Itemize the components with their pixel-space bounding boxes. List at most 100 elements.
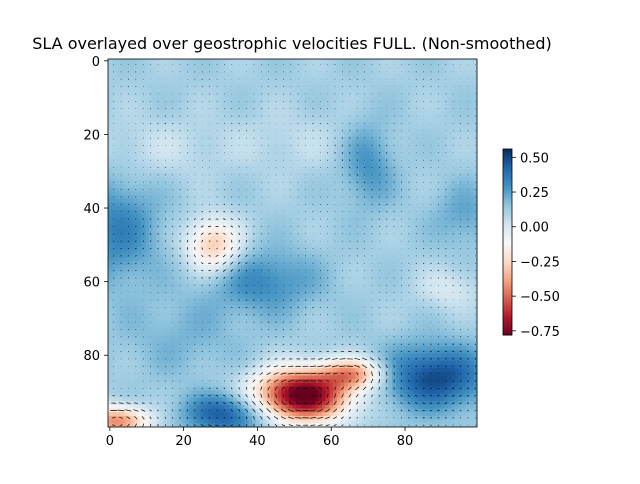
sla-cell <box>266 73 271 78</box>
sla-cell <box>440 228 445 233</box>
sla-cell <box>240 70 245 75</box>
sla-cell <box>322 95 327 100</box>
sla-cell <box>122 88 127 93</box>
sla-cell <box>358 139 364 145</box>
sla-cell <box>281 206 286 211</box>
sla-cell <box>115 239 120 244</box>
sla-cell <box>473 228 478 233</box>
sla-cell <box>144 62 149 67</box>
sla-cell <box>222 169 227 174</box>
sla-cell <box>344 228 349 233</box>
sla-cell <box>266 66 271 71</box>
sla-cell <box>362 206 367 211</box>
sla-cell <box>406 132 411 137</box>
sla-cell <box>259 173 264 178</box>
sla-cell <box>425 88 430 93</box>
sla-cell <box>189 239 194 244</box>
sla-cell <box>155 95 161 100</box>
sla-cell <box>277 110 282 115</box>
sla-cell <box>181 176 186 181</box>
sla-cell <box>403 235 408 240</box>
sla-cell <box>432 59 437 64</box>
sla-cell <box>325 73 330 78</box>
sla-cell <box>355 235 360 240</box>
sla-cell <box>233 81 238 86</box>
sla-cell <box>218 81 223 86</box>
sla-cell <box>137 114 142 119</box>
sla-cell <box>159 106 164 111</box>
sla-cell <box>200 235 205 240</box>
sla-cell <box>454 162 459 167</box>
sla-cell <box>403 114 408 119</box>
sla-cell <box>163 176 168 181</box>
sla-cell <box>262 139 268 145</box>
sla-cell <box>333 191 338 196</box>
sla-cell <box>432 154 437 159</box>
sla-cell <box>358 81 364 86</box>
sla-cell <box>122 220 127 225</box>
sla-cell <box>111 66 116 71</box>
sla-cell <box>215 139 220 145</box>
sla-cell <box>469 176 474 181</box>
sla-cell <box>314 184 319 189</box>
sla-cell <box>336 154 341 159</box>
sla-cell <box>122 70 127 75</box>
sla-cell <box>336 151 341 156</box>
sla-cell <box>462 206 467 211</box>
sla-cell <box>222 220 227 225</box>
sla-cell <box>163 235 168 240</box>
sla-cell <box>447 132 452 137</box>
sla-cell <box>381 103 386 108</box>
sla-cell <box>421 213 426 218</box>
sla-cell <box>307 165 312 170</box>
sla-cell <box>155 147 161 152</box>
sla-cell <box>310 110 316 115</box>
sla-cell <box>421 139 426 145</box>
sla-cell <box>344 224 349 229</box>
sla-cell <box>473 151 478 156</box>
sla-cell <box>262 103 268 108</box>
sla-cell <box>443 88 448 93</box>
sla-cell <box>310 81 316 86</box>
sla-cell <box>237 92 242 97</box>
sla-cell <box>384 206 389 211</box>
sla-cell <box>111 206 116 211</box>
sla-cell <box>211 187 216 192</box>
sla-cell <box>130 220 135 225</box>
sla-cell <box>244 110 249 115</box>
sla-cell <box>369 66 375 71</box>
sla-cell <box>185 147 190 152</box>
sla-cell <box>347 235 352 240</box>
sla-cell <box>462 147 467 152</box>
sla-cell <box>340 191 345 196</box>
sla-cell <box>200 73 205 78</box>
sla-cell <box>163 151 168 156</box>
sla-cell <box>218 195 223 200</box>
sla-cell <box>465 66 471 71</box>
sla-cell <box>366 77 371 82</box>
sla-cell <box>233 224 238 229</box>
sla-cell <box>215 228 220 233</box>
sla-cell <box>388 154 393 159</box>
sla-cell <box>270 231 275 237</box>
sla-cell <box>432 125 437 130</box>
sla-cell <box>451 132 456 137</box>
sla-cell <box>465 73 471 78</box>
sla-cell <box>369 81 375 86</box>
sla-cell <box>307 70 312 75</box>
sla-cell <box>322 136 327 141</box>
sla-cell <box>159 224 164 229</box>
sla-cell <box>189 81 194 86</box>
sla-cell <box>462 114 467 119</box>
sla-cell <box>244 59 249 64</box>
sla-cell <box>130 198 135 203</box>
sla-cell <box>262 128 268 133</box>
sla-cell <box>248 88 253 93</box>
sla-cell <box>333 66 338 71</box>
sla-cell <box>203 66 209 71</box>
sla-cell <box>351 132 356 137</box>
sla-cell <box>329 95 334 100</box>
sla-cell <box>115 220 120 225</box>
sla-cell <box>340 103 345 108</box>
sla-cell <box>447 198 452 203</box>
